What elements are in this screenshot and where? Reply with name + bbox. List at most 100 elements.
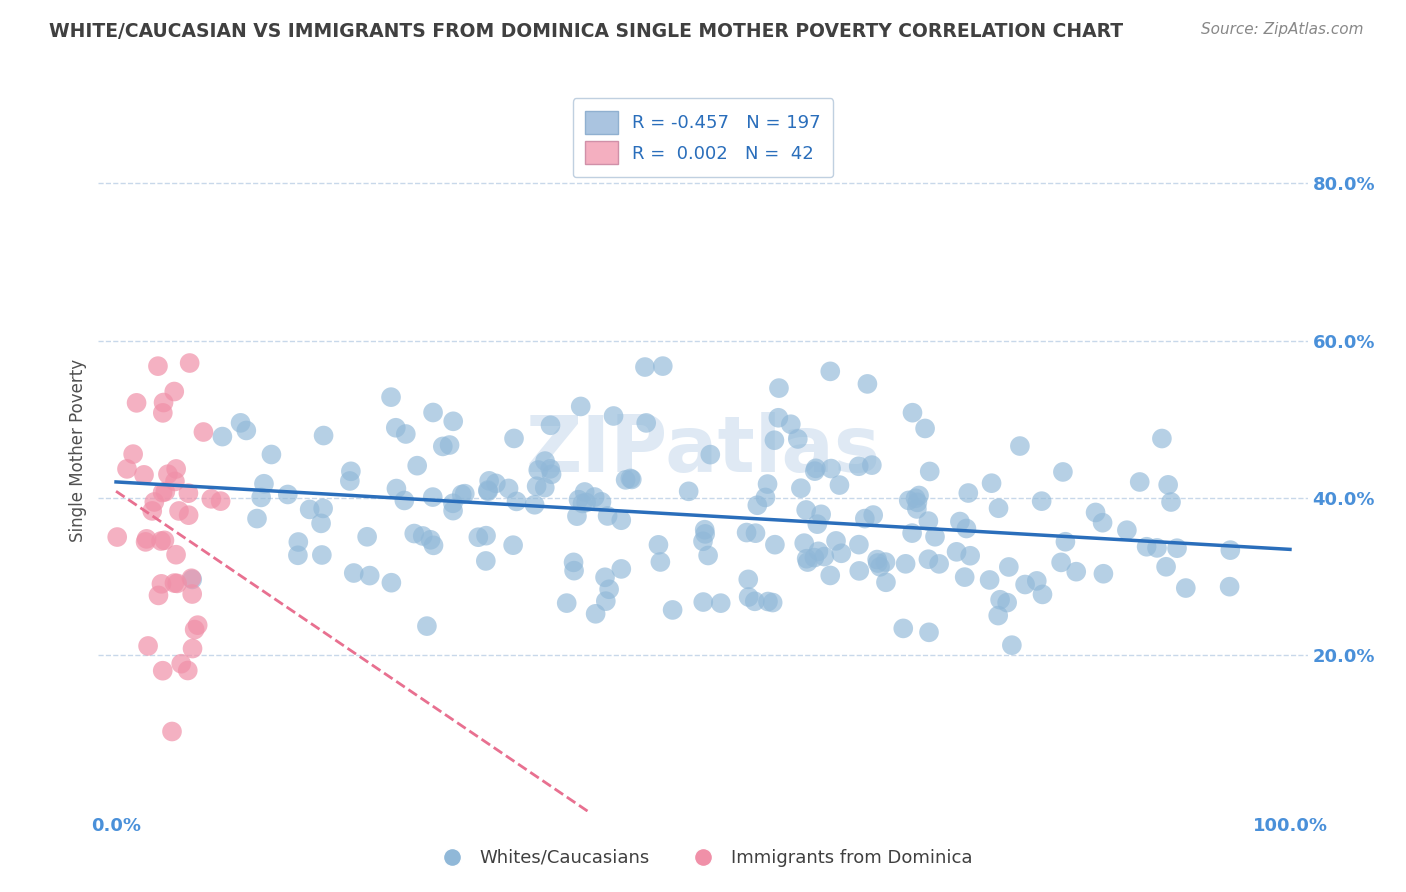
Point (830, 546, 852, 560)
Point (180, 571, 202, 585)
Point (312, 501, 335, 516)
Point (891, 621, 914, 635)
Point (661, 603, 683, 617)
Point (692, 534, 714, 549)
Point (1150, 432, 1173, 446)
Point (1146, 541, 1168, 555)
Point (904, 491, 927, 506)
Point (477, 484, 499, 499)
Point (150, 577, 173, 591)
Point (359, 568, 381, 582)
Point (786, 432, 808, 446)
Point (1166, 541, 1188, 556)
Point (790, 481, 813, 495)
Point (914, 421, 936, 435)
Point (810, 508, 832, 522)
Point (820, 461, 842, 475)
Point (343, 566, 366, 580)
Point (575, 495, 598, 509)
Point (595, 594, 617, 608)
Point (1219, 580, 1241, 594)
Point (1091, 516, 1114, 530)
Point (875, 555, 897, 569)
Point (143, 495, 166, 509)
Point (1174, 581, 1197, 595)
Point (583, 490, 606, 504)
Point (620, 472, 643, 486)
Point (380, 575, 402, 590)
Point (619, 471, 641, 485)
Point (193, 425, 215, 439)
Point (959, 549, 981, 563)
Point (477, 483, 499, 497)
Point (422, 405, 444, 419)
Point (211, 429, 233, 443)
Point (166, 576, 188, 591)
Point (200, 491, 222, 506)
Point (828, 478, 851, 492)
Point (562, 555, 585, 569)
Point (152, 406, 174, 420)
Point (395, 427, 418, 442)
Point (796, 551, 818, 566)
Point (555, 596, 578, 610)
Point (562, 564, 585, 578)
Point (253, 476, 276, 491)
Point (756, 477, 779, 491)
Point (394, 493, 416, 508)
Point (181, 641, 204, 656)
Point (540, 418, 562, 433)
Point (995, 596, 1018, 610)
Point (779, 417, 801, 432)
Point (181, 587, 204, 601)
Point (710, 596, 733, 610)
Point (869, 559, 891, 574)
Point (569, 400, 592, 414)
Point (450, 487, 472, 501)
Point (526, 479, 548, 493)
Point (105, 530, 128, 544)
Point (165, 462, 187, 476)
Point (177, 508, 200, 523)
Point (527, 463, 550, 477)
Point (737, 590, 759, 604)
Point (636, 416, 658, 430)
Point (502, 538, 524, 552)
Point (177, 486, 200, 500)
Point (650, 555, 672, 569)
Point (538, 462, 561, 476)
Point (209, 494, 232, 508)
Point (598, 582, 620, 597)
Point (905, 502, 928, 516)
Point (793, 536, 815, 550)
Point (908, 488, 931, 502)
Point (163, 475, 186, 489)
Point (503, 432, 526, 446)
Point (246, 511, 269, 525)
Point (475, 529, 498, 543)
Point (697, 549, 720, 563)
Point (917, 552, 939, 566)
Point (287, 549, 309, 563)
Point (422, 490, 444, 504)
Point (737, 573, 759, 587)
Point (148, 589, 170, 603)
Point (945, 545, 967, 559)
Point (478, 474, 501, 488)
Point (699, 448, 721, 462)
Point (287, 535, 309, 549)
Point (806, 517, 828, 532)
Point (312, 428, 335, 442)
Point (340, 464, 363, 478)
Point (848, 538, 870, 552)
Point (565, 509, 588, 524)
Point (416, 619, 439, 633)
Point (534, 454, 557, 468)
Point (866, 552, 889, 566)
Point (1052, 465, 1074, 479)
Point (1219, 543, 1241, 558)
Point (1129, 475, 1152, 489)
Point (311, 548, 333, 562)
Point (1054, 534, 1077, 549)
Point (380, 390, 402, 404)
